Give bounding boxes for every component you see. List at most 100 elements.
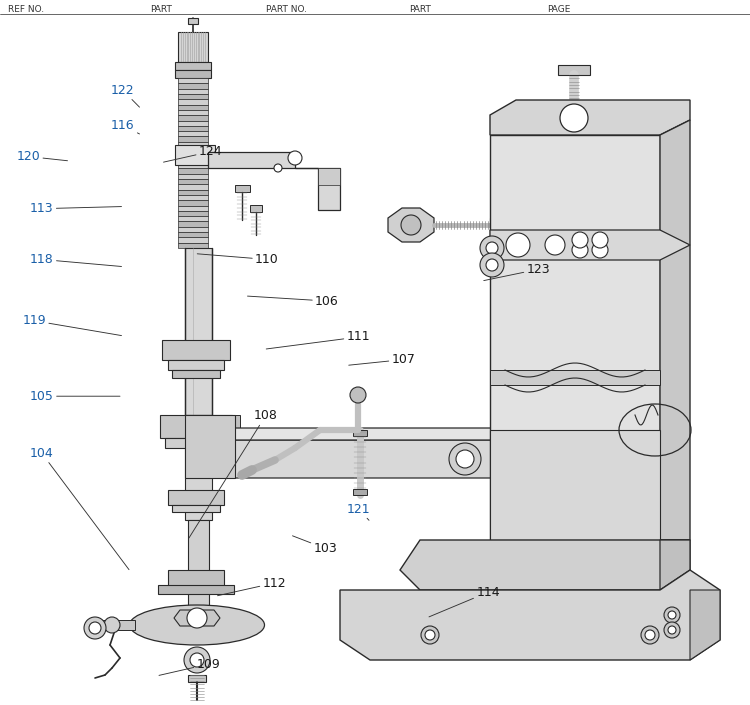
Polygon shape [215,428,548,460]
Polygon shape [215,445,240,460]
Circle shape [668,626,676,634]
Polygon shape [388,208,434,242]
Polygon shape [185,415,235,478]
Polygon shape [490,430,660,540]
Circle shape [104,617,120,633]
Polygon shape [178,205,208,211]
Text: 105: 105 [30,390,120,403]
Text: 111: 111 [266,331,370,349]
Polygon shape [178,232,208,238]
Circle shape [421,626,439,644]
Circle shape [84,617,106,639]
Polygon shape [174,610,220,626]
Polygon shape [215,415,240,430]
Polygon shape [178,238,208,243]
Polygon shape [353,489,367,495]
Text: 112: 112 [217,577,286,596]
Text: 118: 118 [30,253,122,266]
Circle shape [480,236,504,260]
Polygon shape [340,570,720,660]
Polygon shape [690,590,720,660]
Text: 122: 122 [111,84,140,107]
Polygon shape [490,218,506,232]
Text: 106: 106 [248,295,339,307]
Polygon shape [215,430,240,445]
Circle shape [592,242,608,258]
Polygon shape [178,190,208,195]
Polygon shape [178,89,208,94]
Text: 113: 113 [30,202,122,215]
Polygon shape [178,78,208,83]
Text: PART: PART [150,6,172,15]
Polygon shape [178,227,208,232]
Text: 114: 114 [429,586,500,617]
Polygon shape [178,142,208,147]
Text: 103: 103 [292,536,338,555]
Circle shape [456,450,474,468]
Text: PART NO.: PART NO. [266,6,308,15]
Circle shape [545,235,565,255]
Polygon shape [168,570,224,588]
Polygon shape [188,18,198,24]
Circle shape [184,647,210,673]
Text: 116: 116 [111,119,140,134]
Text: 104: 104 [30,447,129,570]
Circle shape [668,611,676,619]
Polygon shape [235,185,250,192]
Polygon shape [178,158,208,163]
Polygon shape [178,243,208,248]
Polygon shape [178,32,208,62]
Polygon shape [172,505,220,512]
Text: 123: 123 [484,263,550,281]
Circle shape [89,622,101,634]
Polygon shape [175,62,211,70]
Circle shape [288,151,302,165]
Circle shape [187,608,207,628]
Polygon shape [178,168,208,173]
Polygon shape [185,248,212,415]
Polygon shape [353,430,367,436]
Circle shape [190,653,204,667]
Circle shape [274,164,282,172]
Text: 109: 109 [159,658,220,675]
Polygon shape [178,137,208,142]
Polygon shape [178,83,208,89]
Circle shape [592,232,608,248]
Polygon shape [208,152,340,210]
Polygon shape [158,585,234,594]
Polygon shape [178,173,208,179]
Circle shape [664,607,680,623]
Polygon shape [178,216,208,221]
Text: 121: 121 [346,503,370,520]
Circle shape [560,104,588,132]
Polygon shape [178,200,208,205]
Polygon shape [178,104,208,110]
Polygon shape [558,65,590,75]
Text: REF NO.: REF NO. [8,6,44,15]
Polygon shape [490,370,660,385]
Polygon shape [178,211,208,216]
Polygon shape [162,340,230,360]
Polygon shape [175,145,215,165]
Polygon shape [178,115,208,121]
Polygon shape [100,620,135,630]
Polygon shape [178,121,208,125]
Polygon shape [178,163,208,168]
Polygon shape [175,70,211,78]
Polygon shape [318,168,340,185]
Polygon shape [250,205,262,212]
Polygon shape [660,120,690,540]
Circle shape [486,259,498,271]
Circle shape [350,387,366,403]
Circle shape [641,626,659,644]
Polygon shape [178,221,208,227]
Polygon shape [215,440,548,478]
Polygon shape [490,230,690,260]
Polygon shape [660,540,690,590]
Polygon shape [185,415,212,520]
Polygon shape [178,152,208,158]
Polygon shape [490,135,660,540]
Circle shape [645,630,655,640]
Polygon shape [178,99,208,104]
Circle shape [486,242,498,254]
